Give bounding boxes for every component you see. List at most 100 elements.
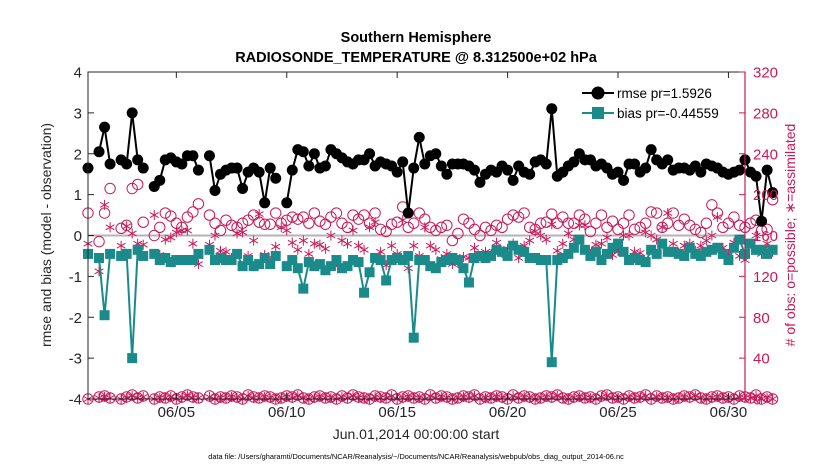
obs-possible-marker [430, 224, 442, 237]
obs-assimilated-marker [464, 392, 474, 403]
obs-assimilated-marker [359, 392, 369, 403]
rmse-marker [502, 164, 514, 176]
obs-possible-marker [728, 211, 740, 223]
bias-marker [408, 332, 419, 343]
x-axis-label: Jun.01,2014 00:00:00 start [333, 426, 500, 442]
obs-assimilated-marker [414, 392, 424, 403]
bias-marker [132, 244, 143, 255]
obs-assimilated-marker [254, 392, 264, 403]
obs-possible-marker [358, 209, 370, 221]
obs-assimilated-marker [309, 392, 319, 403]
obs-assimilated-marker [105, 222, 115, 233]
rmse-marker [364, 148, 376, 160]
obs-possible-marker [435, 221, 448, 234]
bias-marker [519, 246, 530, 257]
obs-assimilated-marker [122, 221, 132, 232]
bias-marker [248, 261, 259, 272]
rmse-marker [507, 174, 519, 186]
bias-marker [254, 259, 265, 270]
bias-marker [353, 257, 364, 268]
bias-marker [193, 248, 204, 259]
obs-assimilated-marker [425, 240, 435, 251]
bias-marker [392, 252, 403, 263]
obs-possible-marker [380, 225, 392, 238]
bias-marker [176, 255, 187, 266]
bias-marker [640, 257, 651, 268]
obs-possible-marker [192, 198, 205, 210]
obs-assimilated-marker [381, 392, 391, 403]
rmse-marker [308, 148, 320, 160]
obs-assimilated-marker [442, 392, 452, 403]
obs-assimilated-marker [536, 392, 546, 403]
rmse-marker [430, 148, 442, 160]
bias-marker [364, 267, 375, 278]
obs-assimilated-marker [293, 244, 303, 255]
obs-assimilated-marker [221, 392, 231, 403]
bias-marker [657, 238, 668, 249]
rmse-marker [303, 160, 315, 172]
y2-tick-label: 280 [753, 105, 778, 122]
rmse-marker [645, 144, 657, 156]
obs-possible-marker [584, 225, 597, 238]
obs-assimilated-marker [133, 392, 143, 403]
bias-marker [629, 252, 640, 263]
obs-assimilated-marker [287, 392, 297, 403]
obs-assimilated-marker [685, 392, 695, 403]
obs-assimilated-marker [326, 230, 336, 241]
chart-subtitle: RADIOSONDE_TEMPERATURE @ 8.312500e+02 hP… [235, 50, 598, 66]
legend-bias-marker [592, 107, 604, 119]
bias-marker [270, 250, 281, 261]
obs-possible-marker [452, 227, 464, 240]
obs-assimilated-marker [254, 209, 264, 220]
obs-possible-marker [319, 218, 332, 230]
bias-marker [701, 246, 712, 257]
obs-assimilated-marker [99, 199, 110, 210]
bias-marker [116, 250, 127, 261]
bias-marker [336, 263, 347, 274]
obs-assimilated-marker [160, 234, 170, 245]
bias-marker [375, 255, 386, 266]
obs-possible-marker [628, 223, 641, 236]
obs-possible-marker [479, 221, 492, 234]
obs-assimilated-marker [188, 238, 198, 249]
bias-marker [425, 261, 436, 272]
bias-marker [452, 255, 463, 266]
rmse-marker [93, 146, 105, 158]
bias-marker [138, 250, 149, 261]
bias-marker [265, 259, 276, 270]
y2-tick-label: 0 [753, 392, 761, 409]
rmse-marker [662, 154, 674, 166]
rmse-marker [137, 162, 149, 174]
obs-assimilated-marker [547, 219, 557, 230]
obs-possible-marker [258, 218, 271, 230]
x-tick-label: 06/15 [378, 404, 416, 421]
obs-assimilated-marker [182, 225, 192, 236]
rmse-marker [419, 158, 431, 170]
obs-assimilated-marker [712, 212, 722, 223]
obs-assimilated-marker [762, 392, 772, 403]
obs-assimilated-marker [756, 394, 767, 404]
x-tick-label: 06/05 [158, 404, 196, 421]
bias-marker [292, 263, 303, 274]
obs-assimilated-marker [116, 240, 126, 251]
obs-possible-marker [330, 207, 343, 219]
legend: rmse pr=1.5926 bias pr=-0.44559 [578, 80, 738, 126]
obs-possible-marker [441, 219, 453, 231]
obs-assimilated-marker [271, 241, 281, 252]
obs-assimilated-marker [751, 230, 761, 241]
rmse-marker [286, 164, 298, 176]
obs-assimilated-marker [166, 232, 176, 243]
bias-marker [668, 246, 679, 257]
bias-marker [552, 255, 563, 266]
bias-marker [618, 246, 629, 257]
obs-assimilated-marker [232, 392, 242, 403]
bias-marker [187, 255, 198, 266]
obs-possible-marker [148, 229, 160, 242]
obs-possible-marker [203, 209, 216, 221]
bias-marker [646, 244, 657, 255]
obs-possible-marker [761, 223, 773, 236]
bias-marker [601, 248, 612, 259]
obs-assimilated-marker [160, 392, 170, 403]
rmse-marker [391, 166, 403, 178]
